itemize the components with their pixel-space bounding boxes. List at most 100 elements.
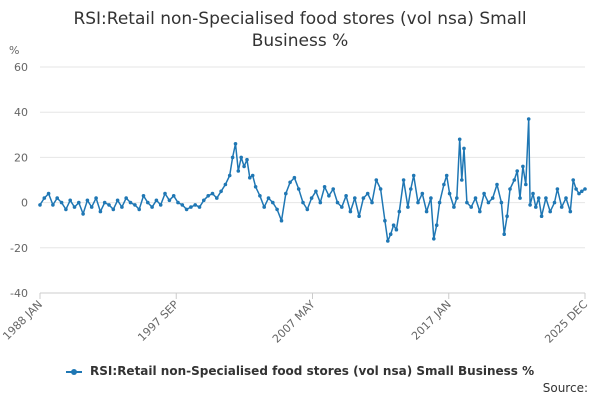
data-point[interactable] (353, 196, 357, 200)
data-point[interactable] (434, 223, 439, 227)
data-point[interactable] (401, 178, 406, 182)
data-point[interactable] (386, 239, 390, 243)
data-point[interactable] (176, 200, 180, 205)
data-point[interactable] (309, 196, 314, 200)
data-point[interactable] (314, 189, 318, 194)
data-point[interactable] (406, 205, 410, 209)
data-point[interactable] (167, 198, 172, 203)
data-point[interactable] (137, 207, 141, 212)
data-point[interactable] (394, 227, 399, 232)
data-point[interactable] (391, 223, 396, 227)
data-point[interactable] (548, 209, 552, 214)
data-point[interactable] (521, 164, 525, 169)
data-point[interactable] (202, 198, 206, 203)
data-point[interactable] (580, 189, 584, 194)
data-point[interactable] (539, 214, 544, 218)
data-point[interactable] (340, 205, 344, 209)
data-point[interactable] (482, 191, 486, 196)
data-point[interactable] (512, 178, 517, 182)
data-point[interactable] (388, 232, 393, 236)
data-point[interactable] (555, 187, 560, 191)
data-point[interactable] (486, 200, 491, 205)
data-point[interactable] (462, 146, 466, 151)
data-point[interactable] (271, 200, 275, 205)
data-point[interactable] (357, 214, 361, 218)
data-point[interactable] (262, 205, 267, 209)
data-point[interactable] (564, 196, 568, 200)
data-point[interactable] (51, 203, 55, 207)
data-point[interactable] (469, 205, 474, 209)
data-point[interactable] (77, 200, 81, 205)
data-point[interactable] (154, 198, 159, 203)
data-point[interactable] (378, 187, 383, 191)
data-point[interactable] (248, 175, 252, 180)
data-point[interactable] (397, 209, 402, 214)
data-point[interactable] (219, 189, 223, 194)
data-point[interactable] (455, 196, 459, 200)
data-point[interactable] (505, 214, 509, 218)
data-point[interactable] (266, 196, 271, 200)
data-point[interactable] (331, 187, 336, 191)
data-point[interactable] (94, 196, 98, 200)
data-point[interactable] (128, 200, 133, 205)
data-point[interactable] (115, 198, 120, 203)
data-point[interactable] (301, 200, 305, 205)
data-point[interactable] (64, 207, 68, 212)
data-point[interactable] (460, 178, 464, 182)
data-point[interactable] (416, 200, 420, 205)
data-point[interactable] (473, 196, 478, 200)
data-point[interactable] (544, 196, 548, 200)
data-point[interactable] (250, 173, 255, 178)
data-point[interactable] (42, 196, 47, 200)
data-point[interactable] (85, 198, 90, 203)
data-point[interactable] (465, 200, 469, 205)
data-point[interactable] (526, 117, 531, 121)
data-point[interactable] (429, 196, 433, 200)
data-point[interactable] (502, 232, 507, 236)
data-point[interactable] (424, 209, 429, 214)
data-point[interactable] (120, 205, 124, 209)
data-point[interactable] (365, 191, 370, 196)
data-point[interactable] (495, 182, 499, 187)
data-point[interactable] (158, 203, 163, 207)
data-point[interactable] (574, 187, 578, 191)
data-point[interactable] (233, 142, 238, 146)
data-point[interactable] (518, 196, 522, 200)
data-point[interactable] (577, 191, 581, 196)
data-point[interactable] (411, 173, 416, 178)
data-point[interactable] (335, 200, 340, 205)
data-point[interactable] (508, 187, 512, 191)
data-point[interactable] (374, 178, 379, 182)
data-point[interactable] (180, 203, 185, 207)
data-point[interactable] (102, 200, 107, 205)
data-point[interactable] (531, 191, 535, 196)
data-point[interactable] (361, 196, 366, 200)
data-point[interactable] (322, 185, 327, 189)
data-point[interactable] (524, 182, 528, 187)
data-point[interactable] (571, 178, 575, 182)
data-point[interactable] (171, 194, 176, 198)
data-point[interactable] (383, 218, 387, 223)
data-point[interactable] (68, 198, 72, 203)
data-point[interactable] (59, 200, 64, 205)
data-point[interactable] (81, 212, 85, 216)
data-point[interactable] (215, 196, 219, 200)
data-point[interactable] (348, 209, 353, 214)
data-point[interactable] (163, 191, 167, 196)
data-point[interactable] (327, 194, 331, 198)
data-point[interactable] (141, 194, 146, 198)
data-point[interactable] (559, 205, 564, 209)
data-point[interactable] (239, 155, 243, 160)
data-point[interactable] (528, 203, 532, 207)
data-point[interactable] (133, 203, 137, 207)
data-point[interactable] (253, 185, 258, 189)
data-point[interactable] (409, 187, 413, 191)
data-point[interactable] (583, 187, 587, 191)
data-point[interactable] (146, 200, 150, 205)
data-point[interactable] (279, 218, 284, 223)
data-point[interactable] (284, 191, 288, 196)
data-point[interactable] (98, 209, 103, 214)
data-point[interactable] (245, 157, 249, 162)
data-point[interactable] (38, 203, 42, 207)
data-point[interactable] (242, 164, 246, 169)
